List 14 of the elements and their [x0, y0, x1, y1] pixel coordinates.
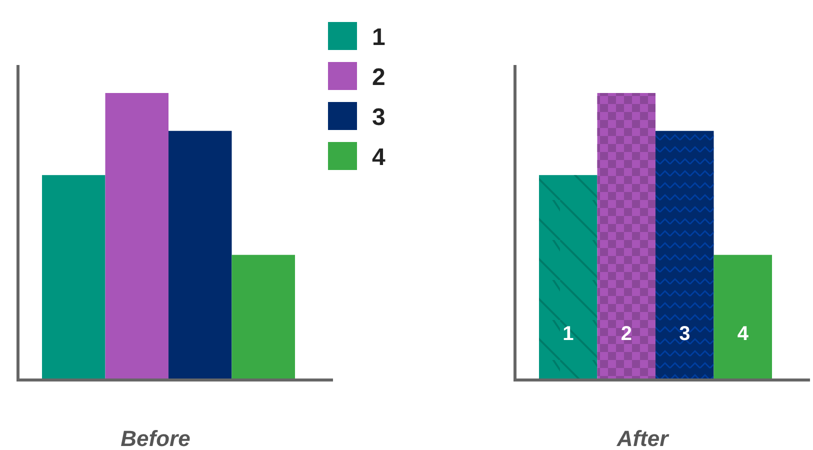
- bar: [105, 93, 168, 380]
- series-label: 4: [737, 323, 750, 345]
- legend-label: 1: [372, 24, 386, 51]
- legend-label: 4: [372, 144, 386, 171]
- x-axis-title: After: [616, 426, 670, 450]
- bar: [42, 175, 106, 380]
- series-label: 2: [620, 323, 632, 345]
- bar: [168, 130, 232, 380]
- bar: [232, 254, 295, 380]
- legend-label: 3: [372, 104, 386, 131]
- series-label: 1: [562, 323, 574, 345]
- x-axis-title: Before: [120, 426, 190, 450]
- legend-label: 2: [372, 64, 386, 91]
- series-label: 3: [679, 323, 690, 345]
